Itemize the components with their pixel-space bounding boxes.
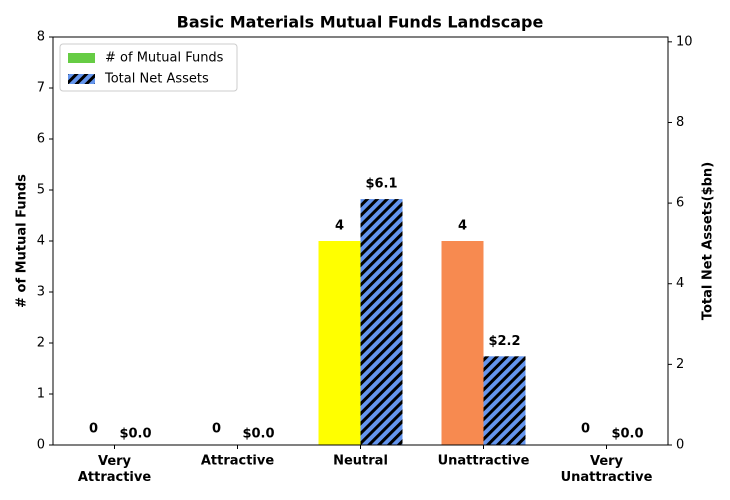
y-tick-label: 5: [37, 183, 45, 198]
bar: [483, 356, 526, 445]
x-tick-label: Attractive: [201, 454, 275, 469]
data-label: $0.0: [242, 427, 274, 442]
x-tick-label: Very Attractive: [78, 454, 152, 485]
y-tick-label: 2: [37, 336, 45, 351]
data-label: $0.0: [611, 427, 643, 442]
y2-tick-label: 4: [676, 276, 684, 291]
legend-swatch: [68, 53, 95, 63]
data-label: 4: [335, 219, 344, 234]
legend-frame: [59, 43, 238, 92]
y2-tick-label: 10: [676, 34, 693, 49]
x-tick-label: Unattractive: [438, 454, 530, 469]
y-tick-label: 7: [37, 81, 45, 96]
y-tick-label: 1: [37, 387, 45, 402]
legend-swatch: [68, 74, 95, 84]
y2-tick-label: 6: [676, 196, 684, 211]
y-axis-label: # of Mutual Funds: [15, 174, 30, 308]
y2-tick-label: 2: [676, 357, 684, 372]
bar: [441, 241, 484, 445]
bar: [360, 199, 403, 445]
legend-label: # of Mutual Funds: [105, 51, 224, 66]
legend-label: Total Net Assets: [104, 72, 209, 87]
data-label: 0: [212, 422, 221, 437]
y-tick-label: 6: [37, 132, 45, 147]
y-tick-label: 3: [37, 285, 45, 300]
x-tick-label: Very Unattractive: [561, 454, 653, 485]
bar: [318, 241, 361, 445]
y2-tick-label: 8: [676, 115, 684, 130]
x-tick-label: Neutral: [333, 454, 388, 469]
y-tick-label: 4: [37, 234, 45, 249]
y-tick-label: 0: [37, 438, 45, 453]
data-label: $0.0: [119, 427, 151, 442]
plot-frame: [52, 36, 669, 446]
y-tick-label: 8: [37, 30, 45, 45]
data-label: $2.2: [488, 334, 520, 349]
data-label: $6.1: [365, 177, 397, 192]
chart-title: Basic Materials Mutual Funds Landscape: [177, 13, 544, 32]
data-label: 0: [89, 422, 98, 437]
y2-tick-label: 0: [676, 438, 684, 453]
y2-axis-label: Total Net Assets($bn): [701, 162, 716, 320]
data-label: 0: [581, 422, 590, 437]
data-label: 4: [458, 219, 467, 234]
